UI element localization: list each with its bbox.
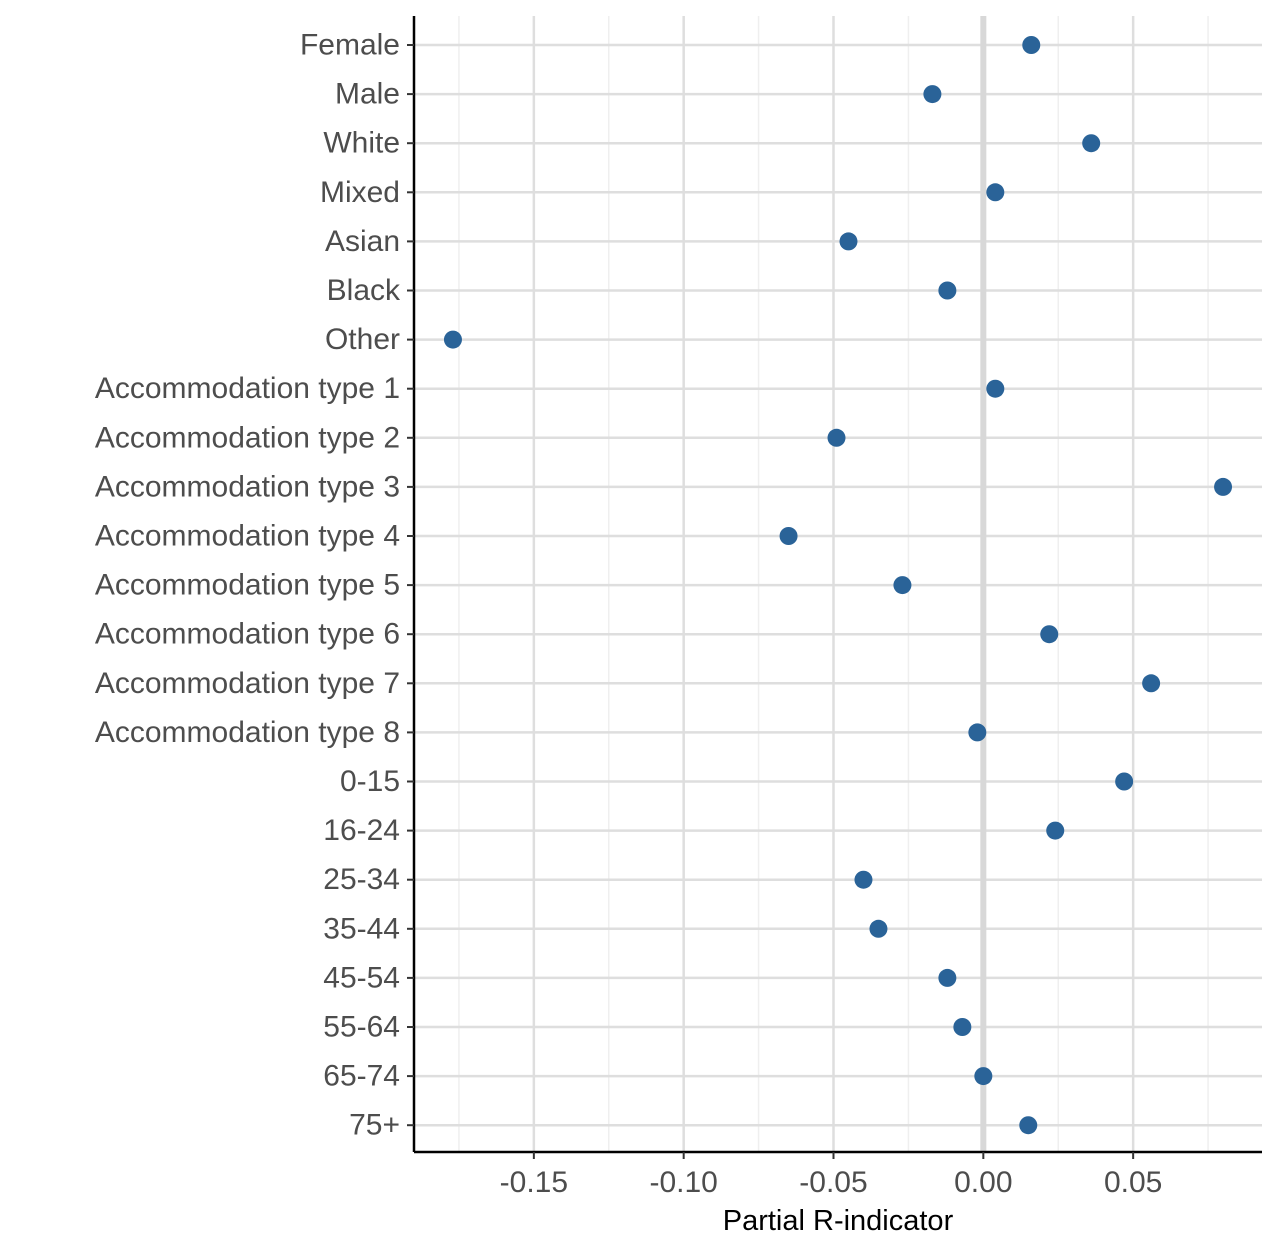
data-point [1214, 477, 1233, 496]
data-point [443, 330, 462, 349]
data-point [1040, 625, 1059, 644]
data-point [968, 723, 987, 742]
y-tick-label: 45-54 [323, 961, 400, 994]
y-tick-label: Accommodation type 5 [95, 569, 400, 602]
data-point [839, 232, 858, 251]
data-point [953, 1018, 972, 1036]
y-tick-label: 0-15 [340, 765, 400, 798]
data-point [854, 870, 873, 889]
y-tick-label: Accommodation type 2 [95, 421, 400, 454]
y-tick-label: 55-64 [323, 1011, 400, 1044]
y-tick-label: Male [335, 78, 400, 111]
y-tick-label: White [323, 127, 400, 160]
y-tick-label: Female [300, 29, 400, 62]
data-point [1082, 134, 1101, 153]
data-point [827, 428, 846, 447]
data-point [986, 183, 1005, 202]
y-tick-label: Accommodation type 4 [95, 520, 400, 553]
x-tick-label: -0.15 [500, 1166, 568, 1199]
y-tick-label: Accommodation type 7 [95, 667, 400, 700]
y-tick-label: Mixed [320, 176, 400, 209]
data-point [923, 85, 942, 104]
y-tick-label: Accommodation type 8 [95, 716, 400, 749]
data-point [1046, 821, 1065, 840]
data-point [938, 968, 957, 987]
axis-layer [407, 16, 1262, 1159]
y-tick-label: Black [327, 274, 401, 307]
y-tick-label: Accommodation type 1 [95, 372, 400, 405]
x-tick-label: -0.10 [649, 1166, 717, 1199]
x-tick-label: -0.05 [799, 1166, 867, 1199]
y-tick-label: Other [325, 323, 400, 356]
y-tick-label: 75+ [349, 1109, 400, 1142]
data-point [893, 576, 912, 595]
y-tick-label: Accommodation type 3 [95, 470, 400, 503]
x-axis-title: Partial R-indicator [723, 1205, 954, 1237]
data-point [869, 919, 888, 938]
y-tick-label: Accommodation type 6 [95, 618, 400, 651]
y-tick-label: Asian [325, 225, 400, 258]
data-point [1142, 674, 1161, 693]
x-tick-label: 0.05 [1104, 1166, 1162, 1199]
data-point [1115, 772, 1134, 791]
points-layer [443, 36, 1233, 1135]
label-layer: Female Male White Mixed Asian Black Other Accom… [95, 29, 1163, 1200]
y-tick-label: 35-44 [323, 912, 400, 945]
data-point [1022, 36, 1041, 54]
data-point [974, 1067, 993, 1086]
y-tick-label: 25-34 [323, 863, 400, 896]
x-tick-label: 0.00 [954, 1166, 1012, 1199]
y-tick-label: 65-74 [323, 1060, 400, 1093]
data-point [938, 281, 957, 300]
y-tick-label: 16-24 [323, 814, 400, 847]
data-point [986, 379, 1005, 398]
data-point [779, 527, 798, 545]
data-point [1019, 1116, 1038, 1135]
